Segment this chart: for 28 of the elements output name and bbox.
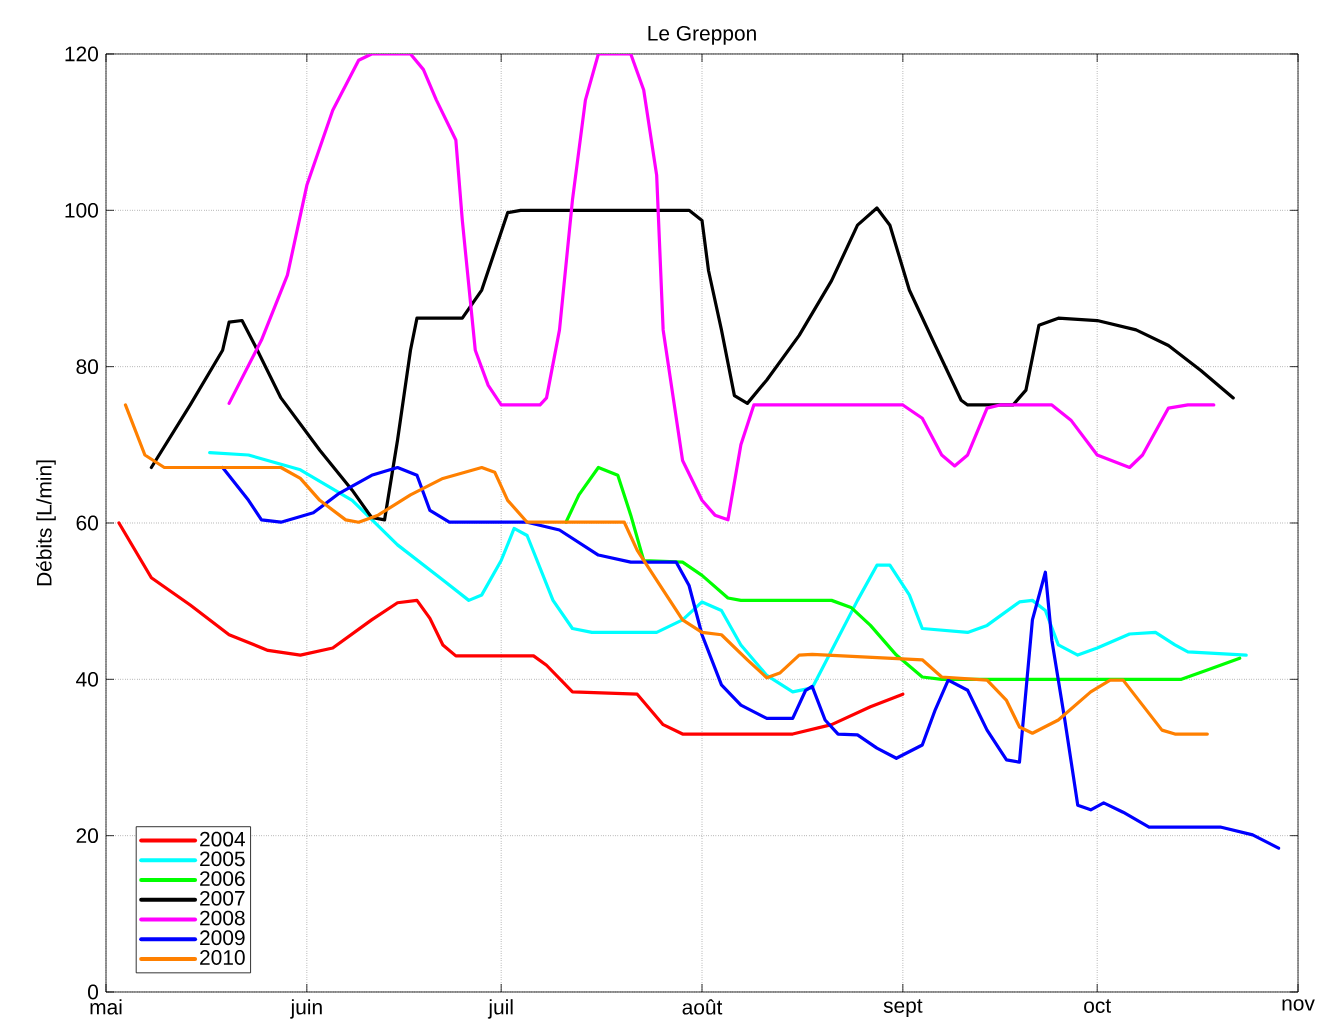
y-tick-label: 40 [76, 671, 99, 687]
x-tick-label: juin [290, 999, 322, 1019]
legend-label: 2010 [200, 950, 245, 965]
y-tick-label: 100 [65, 202, 98, 218]
line-series [117, 521, 905, 736]
x-tick-label: mai [90, 999, 122, 1015]
x-tick-label: juil [487, 999, 513, 1019]
y-tick-label: 0 [88, 984, 99, 1000]
legend-label: 2006 [200, 871, 245, 886]
y-tick-label: 80 [76, 359, 99, 375]
x-tick-label: oct [1084, 999, 1111, 1013]
y-tick-label: 120 [65, 46, 98, 62]
legend-label: 2008 [200, 910, 245, 926]
x-tick-label: août [682, 999, 723, 1015]
line-series [208, 451, 1248, 694]
x-tick-label: sept [883, 999, 923, 1018]
y-tick-label: 60 [76, 515, 99, 531]
legend-label: 2004 [200, 831, 245, 847]
chart-title: Le Greppon [648, 25, 756, 45]
legend-label: 2007 [200, 890, 245, 906]
line-series [149, 206, 1235, 522]
y-axis-title: Débits [L/min] [36, 460, 56, 586]
y-tick-label: 20 [76, 828, 99, 844]
legend-label: 2005 [200, 851, 245, 867]
line-series [123, 403, 1209, 736]
legend-label: 2009 [200, 930, 245, 946]
line-series [227, 53, 1216, 522]
x-tick-label: nov [1282, 999, 1315, 1011]
